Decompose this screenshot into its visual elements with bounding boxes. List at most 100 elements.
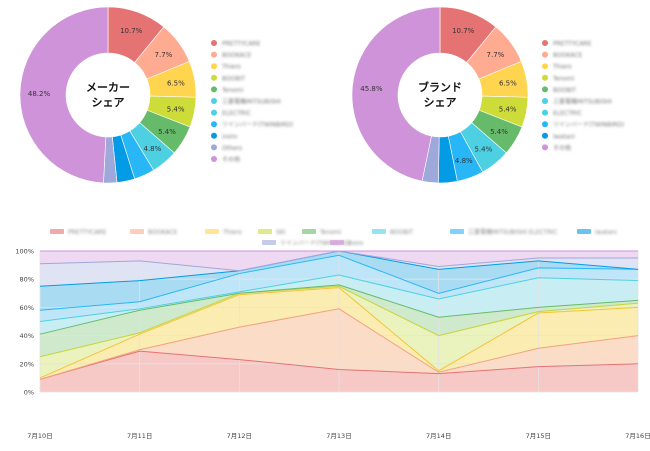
legend-marker bbox=[542, 144, 548, 151]
x-tick-label: 7月12日 bbox=[227, 432, 252, 440]
slice-label: 5.4% bbox=[499, 106, 517, 114]
legend-label: ツインバード(TWINBIRD) bbox=[553, 122, 624, 129]
donut-legend: PRETTYCARE BOOKACE Thiero BOOBIT Tenomi 三菱電機M… bbox=[211, 40, 293, 164]
x-tick-label: 7月11日 bbox=[127, 432, 152, 440]
legend-label: PRETTYCARE bbox=[553, 41, 592, 48]
legend-label: 三菱電機MITSUBISHI bbox=[553, 98, 612, 106]
legend-marker bbox=[211, 121, 217, 128]
legend-label: PRETTYCARE bbox=[68, 229, 107, 236]
legend-label: Tenomi bbox=[221, 87, 244, 94]
slice-label: 10.7% bbox=[452, 27, 475, 35]
slice-label: 5.4% bbox=[490, 128, 508, 136]
legend-marker bbox=[542, 109, 548, 116]
legend-label: Thiero bbox=[222, 229, 242, 236]
legend-marker bbox=[211, 156, 217, 162]
legend-label: iroiro bbox=[222, 133, 238, 140]
legend-swatch bbox=[50, 229, 64, 234]
series-line bbox=[39, 308, 639, 380]
legend-label: iwatani bbox=[595, 229, 617, 236]
legend-label: SKI bbox=[276, 229, 286, 236]
donut-legend: PRETTYCARE BOOKACE Thiero Tenomi BOOBIT 三菱電機M… bbox=[542, 40, 624, 152]
donut-hole bbox=[398, 53, 482, 137]
legend-label: PRETTYCARE bbox=[222, 41, 261, 48]
legend-label: BOOBIT bbox=[222, 75, 245, 82]
legend-swatch bbox=[130, 229, 144, 234]
legend-swatch bbox=[372, 229, 386, 234]
legend-label: BOOKACE bbox=[553, 52, 582, 59]
legend-label: Thiero bbox=[552, 64, 572, 71]
legend-marker bbox=[542, 132, 548, 139]
slice-label: 4.8% bbox=[143, 145, 161, 153]
legend-marker bbox=[211, 51, 217, 58]
slice-label: 6.5% bbox=[167, 79, 185, 87]
y-tick-label: 60% bbox=[20, 304, 34, 312]
area-band bbox=[40, 251, 638, 311]
legend-label: ELECTRIC bbox=[553, 110, 582, 117]
series-line bbox=[39, 254, 639, 311]
area-band bbox=[40, 274, 638, 335]
y-tick-label: 0% bbox=[24, 389, 34, 397]
legend-label: iroiro bbox=[348, 240, 364, 247]
legend-swatch bbox=[450, 229, 464, 234]
x-tick-label: 7月10日 bbox=[27, 432, 52, 440]
center-label: シェア bbox=[424, 96, 457, 109]
legend-swatch bbox=[302, 229, 316, 234]
area-band bbox=[40, 284, 638, 357]
y-tick-label: 80% bbox=[20, 276, 34, 284]
legend-label: Tenomi bbox=[319, 229, 342, 236]
slice-label: 4.8% bbox=[455, 157, 473, 165]
legend-marker bbox=[211, 132, 217, 139]
slice-label: 5.4% bbox=[158, 128, 176, 136]
series-line bbox=[39, 285, 639, 358]
legend-marker bbox=[211, 144, 217, 151]
legend-label: ELECTRIC bbox=[222, 110, 251, 117]
legend-label: その他 bbox=[553, 144, 571, 152]
area-band bbox=[40, 287, 638, 380]
slice-label: 5.4% bbox=[474, 146, 492, 154]
legend-marker bbox=[542, 86, 548, 93]
share-trend-area-chart: PRETTYCARE BOOKACE Thiero SKI Tenomi BOOBIT 三菱… bbox=[15, 228, 650, 440]
slice-label: 7.7% bbox=[155, 51, 173, 59]
y-tick-label: 20% bbox=[20, 360, 34, 368]
legend-marker bbox=[542, 40, 548, 46]
series-line bbox=[39, 284, 639, 335]
legend-label: Iwatani bbox=[553, 133, 575, 140]
x-tick-label: 7月15日 bbox=[526, 432, 551, 440]
legend-label: ツインバード(TWINBIRD) bbox=[280, 240, 351, 247]
donut-hole bbox=[66, 53, 150, 137]
series-line bbox=[39, 350, 639, 380]
x-tick-label: 7月13日 bbox=[326, 432, 351, 440]
legend-marker bbox=[542, 51, 548, 58]
legend-marker bbox=[211, 109, 217, 116]
legend-swatch bbox=[577, 229, 591, 234]
legend-label: BOOKACE bbox=[222, 52, 251, 59]
legend-marker bbox=[542, 74, 548, 81]
legend-label: Others bbox=[222, 145, 242, 152]
legend-label: Tenomi bbox=[552, 75, 575, 82]
legend-marker bbox=[211, 86, 217, 93]
legend-marker bbox=[211, 40, 217, 46]
legend-marker bbox=[542, 121, 548, 128]
legend-label: Thiero bbox=[221, 64, 241, 71]
slice-label: 5.4% bbox=[167, 106, 185, 114]
legend-label: BOOBIT bbox=[390, 229, 413, 236]
series-line bbox=[39, 274, 639, 322]
area-legend: PRETTYCARE BOOKACE Thiero SKI Tenomi BOOBIT 三菱… bbox=[50, 228, 617, 247]
x-tick-label: 7月16日 bbox=[625, 432, 650, 440]
legend-label: 三菱電機MITSUBISHI ELECTRIC bbox=[468, 228, 558, 236]
legend-swatch bbox=[258, 229, 272, 234]
slice-label: 7.7% bbox=[487, 51, 505, 59]
series-line bbox=[39, 287, 639, 379]
legend-swatch bbox=[330, 240, 344, 245]
center-label: メーカー bbox=[86, 81, 130, 94]
legend-swatch bbox=[205, 229, 219, 234]
slice-label: 6.5% bbox=[499, 79, 517, 87]
legend-marker bbox=[211, 74, 217, 81]
y-tick-label: 100% bbox=[15, 248, 34, 256]
legend-marker bbox=[542, 63, 548, 70]
legend-label: ツインバード(TWINBIRD) bbox=[222, 122, 293, 129]
legend-swatch bbox=[262, 240, 276, 245]
legend-marker bbox=[211, 63, 217, 70]
